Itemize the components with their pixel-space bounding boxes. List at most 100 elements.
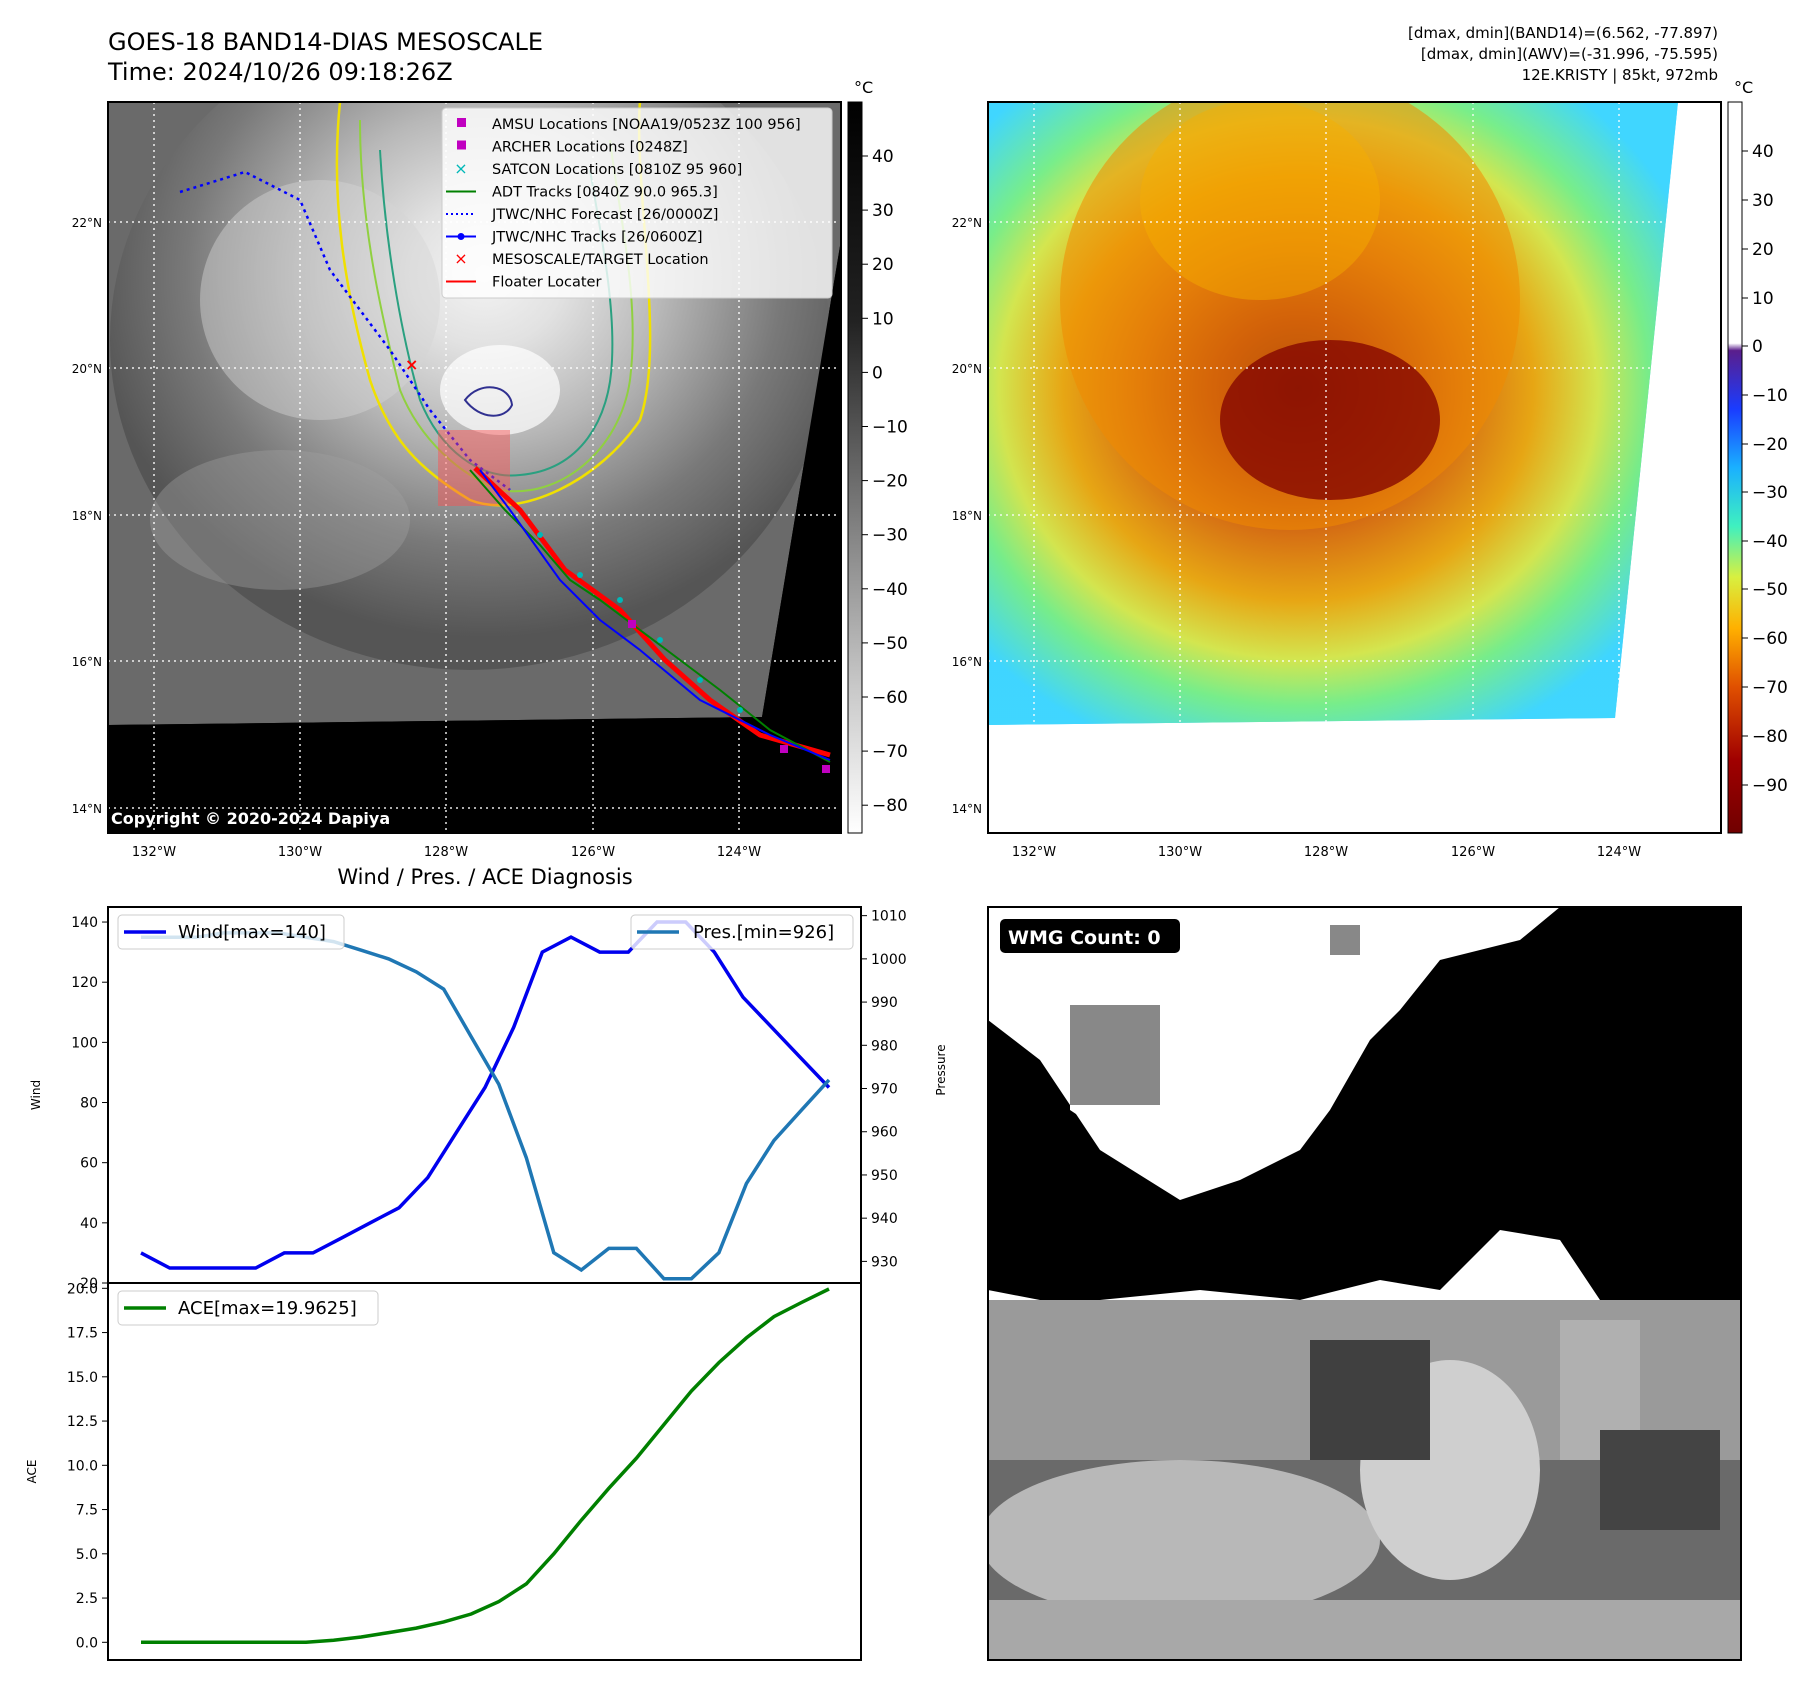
pressure-legend-label: Pres.[min=926] [693, 922, 834, 943]
pressure-legend: Pres.[min=926] [630, 914, 854, 950]
legend-label: MESOSCALE/TARGET Location [492, 252, 709, 268]
ir-lon-label: 126°W [571, 845, 615, 860]
ir-colorbar-unit: °C [854, 78, 873, 97]
wind-legend: Wind[max=140] [117, 914, 345, 950]
pressure-tick-label: 960 [871, 1125, 898, 1141]
ace-tick-label: 7.5 [76, 1503, 98, 1519]
wind-legend-label: Wind[max=140] [178, 922, 326, 943]
wv-lon-label: 126°W [1451, 845, 1495, 860]
legend-label: SATCON Locations [0810Z 95 960] [492, 162, 742, 178]
pressure-tick-label: 980 [871, 1038, 898, 1054]
ir-colorbar-tick: 10 [872, 309, 894, 329]
legend-label: Floater Locater [492, 275, 601, 291]
wv-colorbar-tick: 20 [1752, 240, 1774, 260]
wv-lon-label: 128°W [1304, 845, 1348, 860]
chart1-frame [107, 906, 862, 1284]
wv-colorbar-tick: 10 [1752, 289, 1774, 309]
target-marker: × [405, 355, 418, 374]
ir-colorbar [847, 101, 863, 834]
pressure-tick-label: 930 [871, 1254, 898, 1270]
wind-tick-label: 40 [80, 1216, 98, 1232]
legend-label: AMSU Locations [NOAA19/0523Z 100 956] [492, 117, 801, 133]
ace-tick-label: 20.0 [67, 1281, 98, 1297]
wmg-count-text: WMG Count: 0 [1008, 927, 1161, 949]
ir-legend: AMSU Locations [NOAA19/0523Z 100 956] ARC… [441, 107, 833, 299]
wind-tick-label: 100 [71, 1035, 98, 1051]
pressure-tick-label: 970 [871, 1082, 898, 1098]
wind-pressure-chart: 140 120 100 80 60 40 20 1010 1000 990 980 970 960 950… [29, 906, 948, 1292]
wv-colorbar-tick: −60 [1752, 629, 1788, 649]
ace-tick-label: 17.5 [67, 1326, 98, 1342]
figure-time: Time: 2024/10/26 09:18:26Z [107, 58, 453, 86]
wv-colorbar-tick: 40 [1752, 142, 1774, 162]
storm-info: 12E.KRISTY | 85kt, 972mb [1522, 66, 1718, 84]
legend-symbol: × [454, 249, 467, 268]
legend-symbol [457, 140, 466, 150]
ace-legend-label: ACE[max=19.9625] [178, 1298, 357, 1319]
ir-colorbar-tick: 30 [872, 201, 894, 221]
wv-colorbar-tick: −70 [1752, 678, 1788, 698]
ir-lat-label: 14°N [72, 802, 102, 816]
wind-tick-label: 80 [80, 1096, 98, 1112]
ir-colorbar-tick: −20 [872, 472, 908, 492]
legend-label: ARCHER Locations [0248Z] [492, 140, 688, 156]
wv-colorbar-tick: −40 [1752, 532, 1788, 552]
ace-legend: ACE[max=19.9625] [117, 1290, 379, 1326]
ir-colorbar-tick: 0 [872, 363, 883, 383]
wv-colorbar-unit: °C [1734, 78, 1753, 97]
legend-x-marker: × [454, 159, 467, 178]
pressure-tick-label: 1000 [871, 952, 907, 968]
wv-panel: °C 40 30 20 10 0 −10 −20 −30 −40 −50 −60 −70 −80 −90 [987, 78, 1788, 834]
awv-range: [dmax, dmin](AWV)=(-31.996, -75.595) [1421, 45, 1718, 63]
ir-lon-label: 130°W [278, 845, 322, 860]
ace-axis-label: ACE [25, 1460, 39, 1484]
ace-series-line [141, 1287, 830, 1645]
ace-tick-label: 15.0 [67, 1370, 98, 1386]
chart2-frame [107, 1282, 862, 1661]
ir-lat-label: 16°N [72, 655, 102, 669]
wv-colorbar-tick: −10 [1752, 386, 1788, 406]
legend-symbol [446, 233, 476, 240]
wind-tick-label: 20 [80, 1276, 98, 1292]
ir-lat-label: 18°N [72, 509, 102, 523]
ir-colorbar-tick: −70 [872, 742, 908, 762]
pressure-axis-label: Pressure [934, 1044, 948, 1095]
wv-lon-label: 124°W [1597, 845, 1641, 860]
legend-label: JTWC/NHC Tracks [26/0600Z] [491, 230, 703, 246]
ace-tick-label: 5.0 [76, 1547, 98, 1563]
ir-lon-label: 124°W [717, 845, 761, 860]
wind-series-line [140, 920, 831, 1270]
ir-colorbar-tick: −40 [872, 580, 908, 600]
wv-lat-label: 20°N [952, 362, 982, 376]
ace-tick-label: 12.5 [67, 1414, 98, 1430]
copyright-text: Copyright © 2020-2024 Dapiya [111, 809, 390, 828]
wv-lat-label: 14°N [952, 802, 982, 816]
wind-tick-label: 140 [71, 915, 98, 931]
wmg-panel: WMG Count: 0 [987, 906, 1742, 1661]
pressure-tick-label: 950 [871, 1168, 898, 1184]
legend-symbol: × [454, 159, 467, 178]
ir-lat-label: 20°N [72, 362, 102, 376]
ace-tick-label: 10.0 [67, 1458, 98, 1474]
wv-lat-label: 16°N [952, 655, 982, 669]
ir-colorbar-tick: −80 [872, 796, 908, 816]
wv-colorbar-tick: −30 [1752, 483, 1788, 503]
ir-colorbar-tick: 40 [872, 147, 894, 167]
ir-colorbar-tick: −60 [872, 688, 908, 708]
diagnosis-title: Wind / Pres. / ACE Diagnosis [337, 865, 632, 889]
ir-colorbar-tick: −10 [872, 418, 908, 438]
wv-lat-label: 22°N [952, 216, 982, 230]
wv-lon-label: 132°W [1012, 845, 1056, 860]
ace-tick-label: 2.5 [76, 1591, 98, 1607]
band14-range: [dmax, dmin](BAND14)=(6.562, -77.897) [1408, 24, 1718, 42]
pressure-tick-label: 990 [871, 995, 898, 1011]
wind-tick-label: 120 [71, 975, 98, 991]
legend-x-marker: × [454, 249, 467, 268]
ir-panel: × Copyright © 2020-2024 Dapiya AMSU Loca… [107, 78, 908, 834]
pressure-tick-label: 940 [871, 1211, 898, 1227]
wmg-count-badge [1000, 919, 1180, 953]
ace-chart: 20.0 17.5 15.0 12.5 10.0 7.5 5.0 2.5 0.0 ACE ACE[m… [25, 1281, 862, 1661]
wv-lat-label: 18°N [952, 509, 982, 523]
wv-lon-label: 130°W [1158, 845, 1202, 860]
wv-colorbar [1727, 101, 1743, 834]
